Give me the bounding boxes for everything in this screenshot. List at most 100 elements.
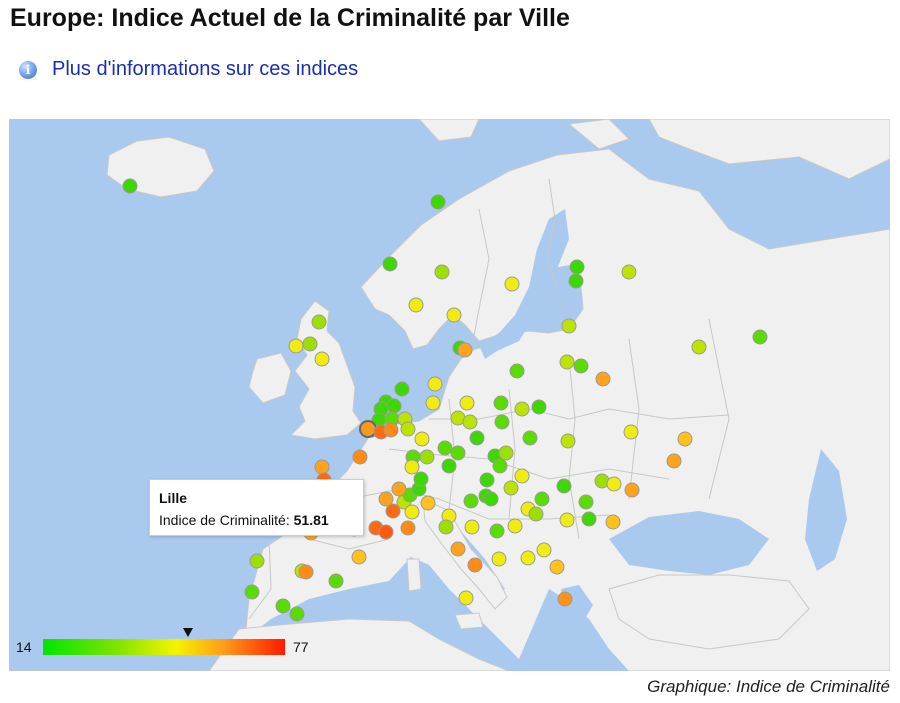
land-greenland bbox=[418, 119, 480, 142]
city-marker bbox=[288, 338, 304, 354]
city-marker bbox=[249, 553, 265, 569]
city-marker bbox=[289, 606, 305, 622]
city-marker bbox=[244, 584, 260, 600]
city-marker bbox=[434, 264, 450, 280]
city-marker bbox=[459, 395, 475, 411]
city-marker bbox=[311, 314, 327, 330]
city-marker bbox=[441, 458, 457, 474]
city-marker bbox=[413, 471, 429, 487]
city-marker bbox=[691, 339, 707, 355]
city-marker bbox=[419, 449, 435, 465]
city-marker bbox=[414, 431, 430, 447]
city-marker bbox=[522, 430, 538, 446]
city-marker bbox=[464, 519, 480, 535]
city-tooltip: Lille Indice de Criminalité: 51.81 bbox=[149, 479, 364, 536]
city-marker bbox=[469, 430, 485, 446]
legend-color-scale bbox=[43, 639, 285, 655]
city-marker bbox=[534, 491, 550, 507]
legend-min-label: 14 bbox=[16, 639, 32, 655]
city-marker bbox=[385, 503, 401, 519]
land-ireland bbox=[248, 352, 292, 404]
city-marker bbox=[438, 519, 454, 535]
city-marker bbox=[463, 493, 479, 509]
city-marker bbox=[427, 376, 443, 392]
city-marker bbox=[400, 520, 416, 536]
sea-caspian bbox=[805, 449, 847, 571]
city-marker bbox=[605, 514, 621, 530]
city-marker bbox=[561, 318, 577, 334]
city-marker bbox=[621, 264, 637, 280]
sea-baltic bbox=[479, 265, 581, 359]
city-marker bbox=[573, 358, 589, 374]
land-sardinia bbox=[406, 558, 422, 592]
city-marker bbox=[666, 453, 682, 469]
city-marker bbox=[528, 506, 544, 522]
tooltip-metric-label: Indice de Criminalité: bbox=[159, 512, 290, 528]
city-marker bbox=[504, 276, 520, 292]
city-marker bbox=[581, 511, 597, 527]
city-marker bbox=[624, 482, 640, 498]
city-marker bbox=[298, 564, 314, 580]
city-marker bbox=[498, 445, 514, 461]
city-marker bbox=[446, 307, 462, 323]
city-marker bbox=[560, 433, 576, 449]
city-marker bbox=[359, 420, 377, 438]
city-markers-layer bbox=[122, 178, 768, 622]
city-marker bbox=[549, 559, 565, 575]
map-svg bbox=[9, 119, 890, 671]
europe-crime-map[interactable]: Lille Indice de Criminalité: 51.81 14 77 bbox=[9, 119, 890, 671]
city-marker bbox=[457, 342, 473, 358]
city-marker bbox=[531, 399, 547, 415]
city-marker bbox=[328, 573, 344, 589]
more-info-link[interactable]: Plus d'informations sur ces indices bbox=[52, 58, 359, 80]
city-marker bbox=[378, 491, 394, 507]
city-marker bbox=[491, 551, 507, 567]
city-marker bbox=[351, 549, 367, 565]
city-marker bbox=[394, 381, 410, 397]
tooltip-metric-line: Indice de Criminalité: 51.81 bbox=[159, 512, 329, 528]
land-great-britain bbox=[289, 300, 362, 440]
city-marker bbox=[606, 476, 622, 492]
city-marker bbox=[275, 598, 291, 614]
city-marker bbox=[568, 273, 584, 289]
chart-caption: Graphique: Indice de Criminalité bbox=[647, 677, 890, 696]
city-marker bbox=[623, 424, 639, 440]
land-arctic-islands bbox=[648, 119, 890, 180]
land-arctic-island-2 bbox=[567, 119, 630, 150]
legend-max-label: 77 bbox=[293, 639, 309, 655]
city-marker bbox=[404, 459, 420, 475]
land-north-africa bbox=[208, 618, 510, 671]
city-marker bbox=[595, 371, 611, 387]
city-marker bbox=[569, 259, 585, 275]
city-marker bbox=[378, 524, 394, 540]
city-marker bbox=[391, 481, 407, 497]
city-marker bbox=[314, 351, 330, 367]
city-marker bbox=[752, 329, 768, 345]
sea-black bbox=[609, 511, 769, 575]
city-marker bbox=[559, 354, 575, 370]
city-marker bbox=[467, 557, 483, 573]
city-marker bbox=[404, 504, 420, 520]
city-marker bbox=[493, 395, 509, 411]
city-marker bbox=[425, 395, 441, 411]
city-marker bbox=[122, 178, 138, 194]
city-marker bbox=[503, 480, 519, 496]
city-marker bbox=[458, 590, 474, 606]
legend-value-marker bbox=[183, 628, 194, 637]
city-marker bbox=[462, 414, 478, 430]
city-marker bbox=[557, 591, 573, 607]
country-borders bbox=[248, 178, 730, 620]
land-turkey bbox=[608, 574, 810, 650]
page-title: Europe: Indice Actuel de la Criminalité … bbox=[10, 4, 570, 32]
city-marker bbox=[514, 401, 530, 417]
land-sicily bbox=[454, 612, 484, 630]
city-marker bbox=[383, 422, 399, 438]
city-marker bbox=[420, 495, 436, 511]
city-marker bbox=[437, 440, 453, 456]
city-marker bbox=[514, 468, 530, 484]
city-marker bbox=[400, 421, 416, 437]
city-marker bbox=[408, 297, 424, 313]
city-marker bbox=[352, 449, 368, 465]
city-marker bbox=[578, 494, 594, 510]
city-marker bbox=[520, 550, 536, 566]
